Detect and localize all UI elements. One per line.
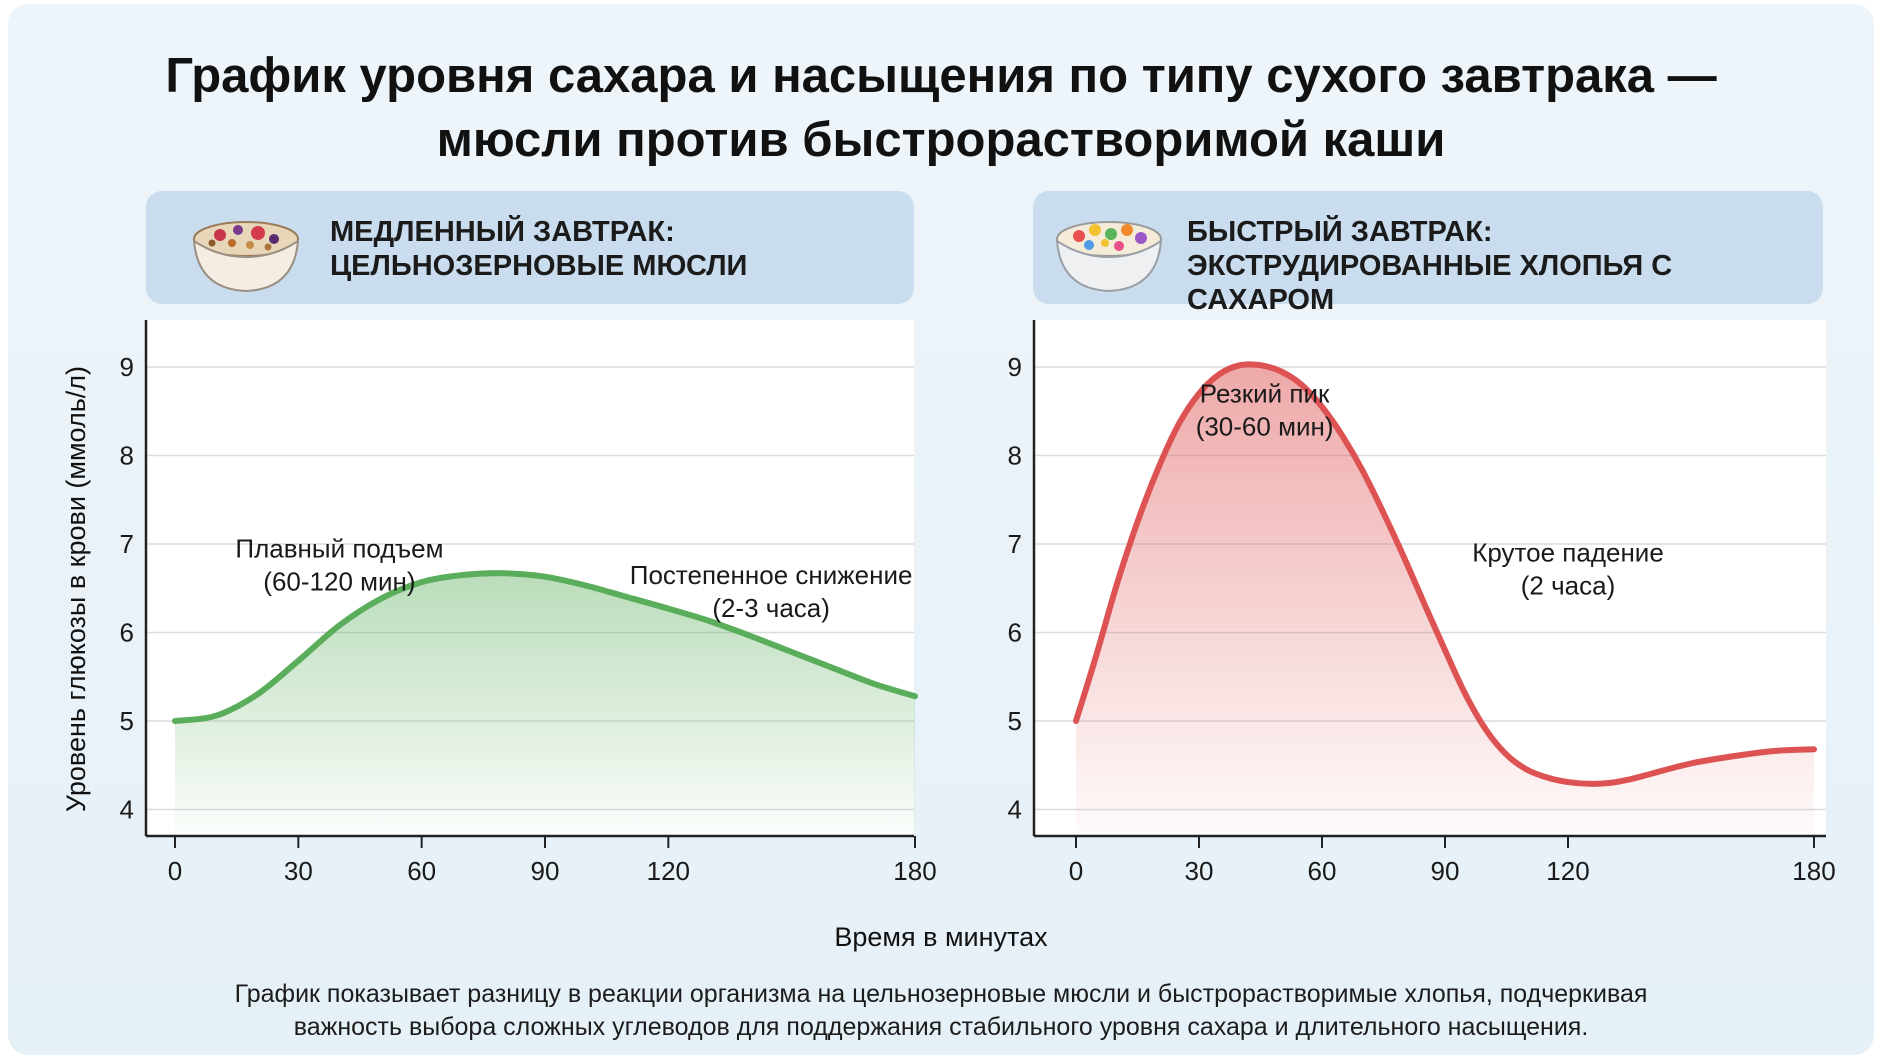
muesli-annotation-0-line-1: Плавный подъем [235,533,443,563]
muesli-bowl-icon [192,221,300,293]
cereal-x-tick-label: 90 [1431,856,1460,886]
cereal-x-tick-label: 0 [1069,856,1083,886]
cereal-annotation-0-line-2: (30-60 мин) [1196,411,1334,441]
muesli-x-tick-label: 30 [284,856,313,886]
cereal-y-tick-label: 5 [1008,706,1022,736]
caption-line-2: важность выбора сложных углеводов для по… [293,1013,1589,1041]
muesli-annotation-1-line-2: (2-3 часа) [712,593,830,623]
muesli-y-tick-label: 4 [120,795,134,825]
cereal-y-tick-label: 4 [1008,795,1022,825]
cereal-y-tick-label: 6 [1008,618,1022,648]
muesli-y-tick-label: 5 [120,706,134,736]
muesli-x-tick-label: 120 [647,856,690,886]
cereal-annotation-1-line-1: Крутое падение [1472,538,1664,568]
slow-breakfast-label-line-1: МЕДЛЕННЫЙ ЗАВТРАК: [330,216,675,248]
muesli-y-tick-label: 7 [120,529,134,559]
muesli-y-tick-label: 9 [120,352,134,382]
cereal-x-tick-label: 180 [1792,856,1835,886]
muesli-x-tick-label: 60 [407,856,436,886]
cereal-bowl-icon [1055,221,1163,293]
cereal-glucose-line [1073,361,1817,787]
muesli-area-fill [175,573,915,832]
muesli-x-tick-label: 0 [168,856,182,886]
page-title: График уровня сахара и насыщения по типу… [8,44,1874,172]
muesli-y-tick-label: 6 [120,618,134,648]
muesli-annotation-1-line-1: Постепенное снижение [630,560,913,590]
cereal-x-tick-label: 30 [1185,856,1214,886]
y-axis-label: Уровень глюкозы в крови (ммоль/л) [61,365,91,813]
muesli-y-tick-label: 8 [120,441,134,471]
cereal-y-tick-label: 8 [1008,441,1022,471]
cereal-annotation-1-line-2: (2 часа) [1521,571,1615,601]
panel-header-slow-breakfast: МЕДЛЕННЫЙ ЗАВТРАК: ЦЕЛЬНОЗЕРНОВЫЕ МЮСЛИ [146,191,914,304]
panel-header-fast-breakfast: БЫСТРЫЙ ЗАВТРАК: ЭКСТРУДИРОВАННЫЕ ХЛОПЬЯ… [1033,191,1823,316]
fast-breakfast-label-line-1: БЫСТРЫЙ ЗАВТРАК: [1187,216,1493,248]
cereal-x-tick-label: 120 [1546,856,1589,886]
title-line-1: График уровня сахара и насыщения по типу… [165,49,1717,103]
muesli-glucose-line [172,570,918,724]
cereal-annotation-0-line-1: Резкий пик [1200,378,1330,408]
cereal-x-tick-label: 60 [1308,856,1337,886]
slow-breakfast-label-line-2: ЦЕЛЬНОЗЕРНОВЫЕ МЮСЛИ [330,250,748,282]
fast-breakfast-label-line-2: ЭКСТРУДИРОВАННЫЕ ХЛОПЬЯ С САХАРОМ [1187,250,1673,316]
title-line-2: мюсли против быстрорастворимой каши [436,113,1446,167]
muesli-x-tick-label: 90 [531,856,560,886]
cereal-y-tick-label: 9 [1008,352,1022,382]
fast-breakfast-label: БЫСТРЫЙ ЗАВТРАК: ЭКСТРУДИРОВАННЫЕ ХЛОПЬЯ… [1187,215,1823,317]
infographic-page: График уровня сахара и насыщения по типу… [8,4,1874,1055]
x-axis-label: Время в минутах [834,922,1048,952]
cereal-y-tick-label: 7 [1008,529,1022,559]
muesli-annotation-0-line-2: (60-120 мин) [263,566,415,596]
chart-caption: График показывает разницу в реакции орга… [8,978,1874,1044]
slow-breakfast-label: МЕДЛЕННЫЙ ЗАВТРАК: ЦЕЛЬНОЗЕРНОВЫЕ МЮСЛИ [330,215,747,283]
muesli-x-tick-label: 180 [893,856,936,886]
caption-line-1: График показывает разницу в реакции орга… [234,980,1648,1008]
cereal-area-fill [1076,364,1814,832]
